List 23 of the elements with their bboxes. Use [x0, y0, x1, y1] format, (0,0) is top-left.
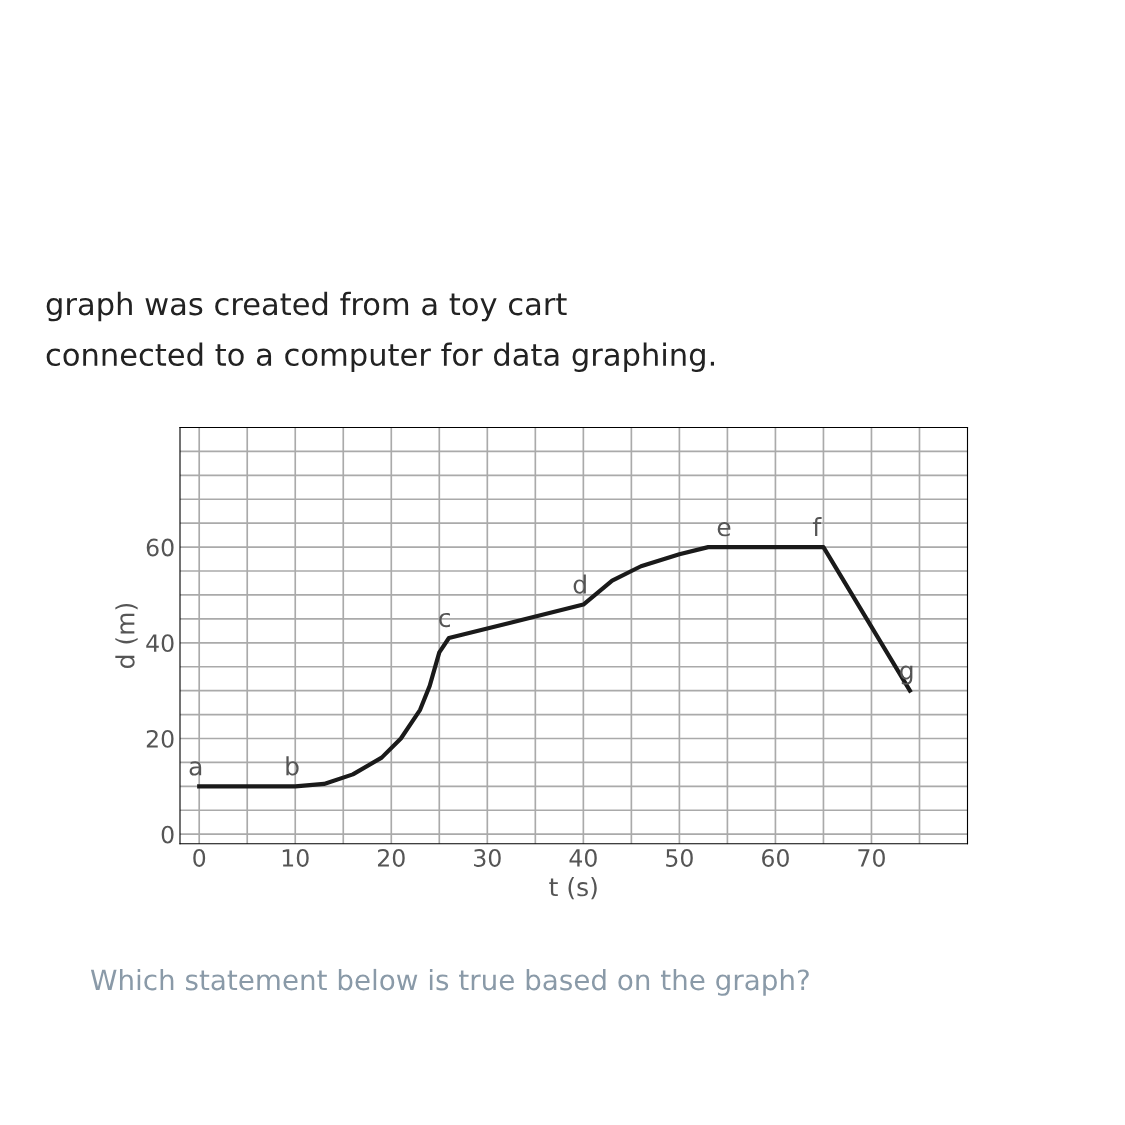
x-tick-label: 20	[377, 849, 405, 867]
y-tick-label: 0	[161, 825, 174, 844]
text: Which statement below is true based on the graph?	[90, 968, 809, 996]
x-tick-label: 0	[193, 849, 206, 867]
x-tick-label: 30	[474, 849, 501, 867]
annotation: a	[189, 761, 202, 776]
x-tick-label: 10	[282, 849, 309, 867]
annotation: c	[439, 612, 450, 628]
x-tick-label: 50	[666, 849, 693, 867]
x-tick-label: 40	[569, 849, 597, 867]
annotation: b	[286, 756, 299, 776]
x-tick-label: 60	[762, 849, 789, 867]
chart-title: graph was created from a toy cart	[46, 291, 567, 322]
chart-subtitle: connected to a computer for data graphing.	[46, 342, 714, 372]
x-tick-label: 70	[858, 849, 885, 867]
annotation: d	[573, 574, 586, 594]
x-axis-title: t (s)	[549, 877, 597, 900]
annotation: e	[717, 522, 731, 537]
y-axis-title: d (m)	[115, 603, 138, 669]
y-tick-label: 40	[146, 634, 174, 653]
y-tick-label: 60	[146, 538, 174, 557]
annotation: f	[812, 517, 822, 536]
y-tick-label: 20	[146, 729, 174, 748]
